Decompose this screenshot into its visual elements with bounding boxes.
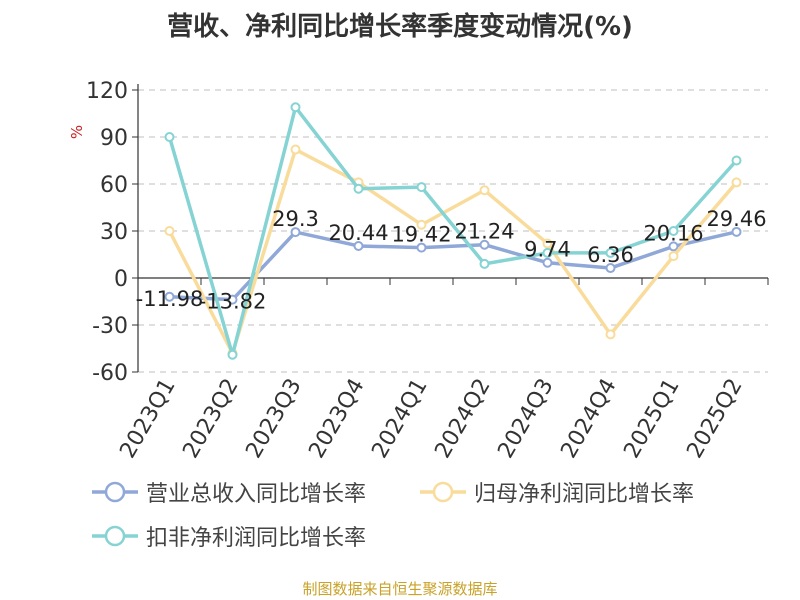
series-line-1 [169,230,737,302]
data-point [416,242,427,253]
source-note: 制图数据来自恒生聚源数据库 [302,580,498,598]
data-point [668,251,679,262]
legend-line-icon [420,481,466,503]
data-point [164,226,175,236]
data-label: -13.82 [199,290,267,314]
legend-line-icon [92,525,138,547]
data-point [605,247,616,258]
data-label: 6.36 [587,243,634,267]
legend-label: 归母净利润同比增长率 [474,482,695,507]
legend-item[interactable]: 归母净利润同比增长率 [420,477,694,507]
data-point [479,239,490,250]
data-point [731,226,742,237]
x-tick-label: 2024Q4 [556,375,621,463]
series-lines [164,102,742,360]
data-point [164,132,175,142]
data-label: 21.24 [454,220,514,244]
data-point [668,226,679,236]
legend-label: 扣非净利润同比增长率 [146,526,367,551]
legend-item[interactable]: 营业总收入同比增长率 [92,477,366,507]
y-axis-label: % [68,125,86,139]
data-point [353,183,364,194]
y-tick-label: 30 [100,220,128,245]
data-label: 9.74 [524,238,571,262]
data-point [227,349,238,360]
series-line-3 [167,105,738,357]
data-point [542,257,553,268]
data-point [164,291,175,302]
data-point [605,329,616,340]
data-point [227,294,238,305]
series-line-2 [167,147,738,355]
legend-label: 营业总收入同比增长率 [146,482,367,507]
data-point [479,185,490,196]
data-point [416,182,427,193]
data-point [290,227,301,238]
x-tick-label: 2023Q2 [178,375,243,463]
data-point [542,238,553,249]
legend-line-icon [92,481,138,503]
data-point [542,247,553,258]
data-labels: -11.98-13.82 29.3 20.44 19.42 21.24 9.74 6.36 2… [136,207,767,314]
data-point [353,240,364,251]
data-point [731,155,742,166]
x-tick-label: 2024Q2 [430,375,495,463]
x-tick-label: 2023Q4 [304,375,369,463]
data-label: 20.44 [328,221,388,245]
data-point [290,102,301,113]
y-tick-label: 120 [86,79,128,104]
x-tick-label: 2025Q2 [682,375,747,463]
data-label: 29.3 [272,207,319,231]
y-tick-label: 90 [100,126,128,151]
y-tick-label: 0 [114,267,128,292]
data-point [731,177,742,188]
data-label: 20.16 [643,221,703,245]
x-tick-label: 2023Q3 [241,375,306,463]
data-label: -11.98 [136,287,204,311]
legend-item[interactable]: 扣非净利润同比增长率 [92,521,366,551]
data-point [479,258,490,269]
x-tick-label: 2023Q1 [115,375,180,463]
x-tick-label: 2024Q3 [493,375,558,463]
data-point [290,144,301,155]
chart-title: 营收、净利同比增长率季度变动情况(%) [167,12,633,42]
data-point [668,241,679,252]
x-tick-label: 2024Q1 [367,375,432,463]
x-tick-label: 2025Q1 [619,375,684,463]
data-label: 19.42 [391,223,451,247]
data-point [605,263,616,274]
y-tick-label: -30 [92,314,128,339]
y-tick-label: -60 [92,361,128,386]
y-tick-label: 60 [100,173,128,198]
data-label: 29.46 [706,207,766,231]
data-point [416,219,427,230]
